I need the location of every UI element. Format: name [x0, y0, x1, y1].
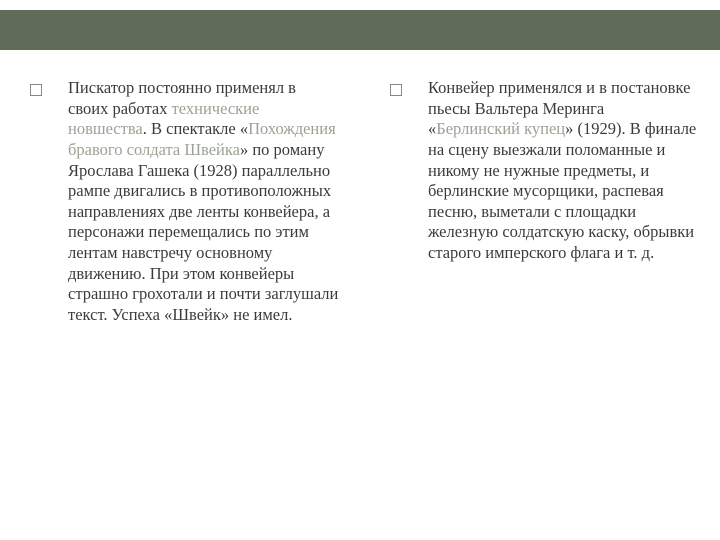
text-run: » (1929). В финале на сцену выезжали пол…	[428, 119, 696, 262]
text-run: . В спектакле «	[143, 119, 248, 138]
bullet-icon	[390, 84, 402, 96]
paragraph-left: Пискатор постоянно применял в своих рабо…	[68, 78, 340, 326]
slide: Пискатор постоянно применял в своих рабо…	[0, 0, 720, 540]
link-text: Берлинский купец	[436, 119, 565, 138]
bullet-icon	[30, 84, 42, 96]
list-item: Конвейер применялся и в постановке пьесы…	[390, 78, 700, 264]
right-column: Конвейер применялся и в постановке пьесы…	[360, 78, 720, 326]
paragraph-right: Конвейер применялся и в постановке пьесы…	[428, 78, 700, 264]
text-run: » по роману Ярослава Гашека (1928) парал…	[68, 140, 338, 324]
content-area: Пискатор постоянно применял в своих рабо…	[0, 78, 720, 326]
title-bar	[0, 10, 720, 50]
left-column: Пискатор постоянно применял в своих рабо…	[0, 78, 360, 326]
list-item: Пискатор постоянно применял в своих рабо…	[30, 78, 340, 326]
